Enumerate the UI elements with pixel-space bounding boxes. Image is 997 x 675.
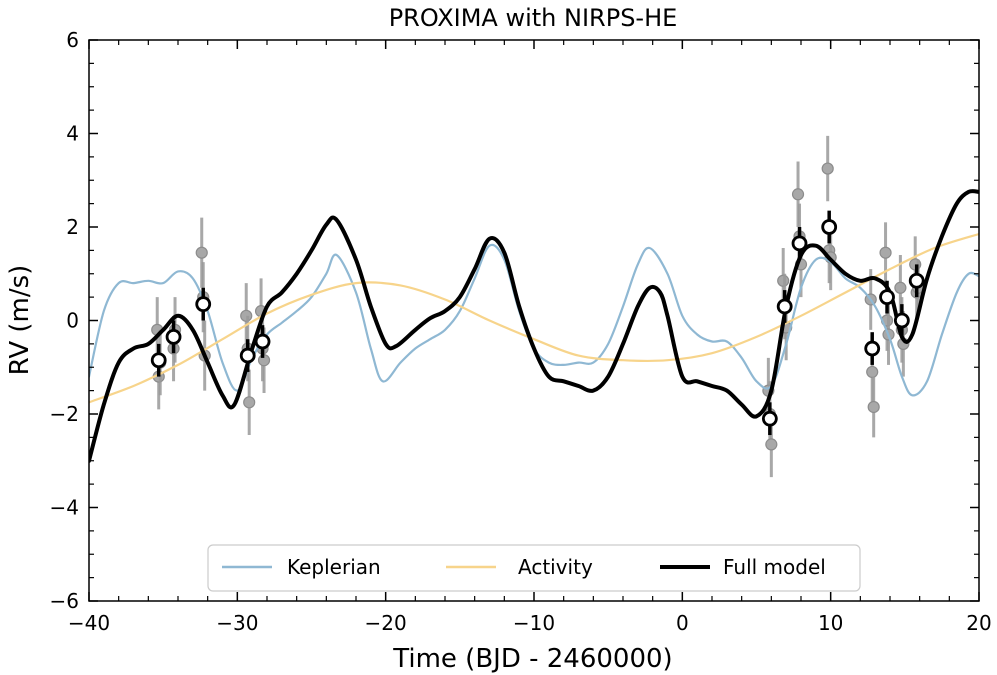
y-tick-label: 4 xyxy=(66,122,79,146)
individual-point xyxy=(195,246,208,259)
binned-point xyxy=(864,340,881,357)
series-line-activity xyxy=(89,232,979,404)
legend-label-activity: Activity xyxy=(518,555,593,579)
x-tick-label: −10 xyxy=(513,611,555,635)
binned-point xyxy=(879,289,895,306)
legend-label-full-model: Full model xyxy=(723,555,826,579)
binned-point xyxy=(908,272,925,289)
binned-points-layer xyxy=(150,210,925,436)
x-tick-label: 10 xyxy=(818,611,843,635)
binned-point xyxy=(893,312,910,329)
binned-point xyxy=(791,235,808,252)
x-tick-label: −30 xyxy=(216,611,258,635)
individual-point xyxy=(867,400,880,414)
binned-point xyxy=(821,219,838,235)
y-tick-label: 0 xyxy=(66,309,79,333)
legend: Keplerian Activity Full model xyxy=(207,544,861,592)
series-line-full-model xyxy=(89,189,979,463)
binned-point xyxy=(195,296,212,313)
binned-point xyxy=(761,410,778,427)
individual-point xyxy=(791,188,805,201)
binned-point xyxy=(776,298,793,315)
x-axis-title: Time (BJD - 2460000) xyxy=(392,644,672,674)
individual-point xyxy=(821,162,834,175)
x-tick-label: 0 xyxy=(676,611,689,635)
individual-point xyxy=(243,396,256,409)
individual-point xyxy=(894,281,907,294)
y-tick-label: −6 xyxy=(50,589,79,613)
binned-point xyxy=(254,333,271,350)
binned-point xyxy=(239,347,256,364)
individual-point xyxy=(866,365,879,379)
binned-point xyxy=(150,352,167,369)
individual-point xyxy=(765,438,778,451)
y-tick-label: 6 xyxy=(66,28,79,52)
x-tick-label: −40 xyxy=(68,611,110,635)
plot-frame xyxy=(88,39,980,602)
chart-title: PROXIMA with NIRPS-HE xyxy=(389,4,678,32)
x-tick-label: −20 xyxy=(365,611,407,635)
legend-label-keplerian: Keplerian xyxy=(287,555,381,579)
y-tick-label: 2 xyxy=(66,215,79,239)
legend-box xyxy=(207,544,861,592)
y-tick-label: −2 xyxy=(50,402,79,426)
y-axis-title: RV (m/s) xyxy=(5,265,35,376)
series-line-keplerian xyxy=(89,243,979,397)
x-tick-label: 20 xyxy=(966,611,991,635)
binned-point xyxy=(165,328,182,345)
y-tick-label: −4 xyxy=(50,496,79,520)
individual-point xyxy=(879,246,892,259)
model-lines-layer xyxy=(89,189,979,463)
